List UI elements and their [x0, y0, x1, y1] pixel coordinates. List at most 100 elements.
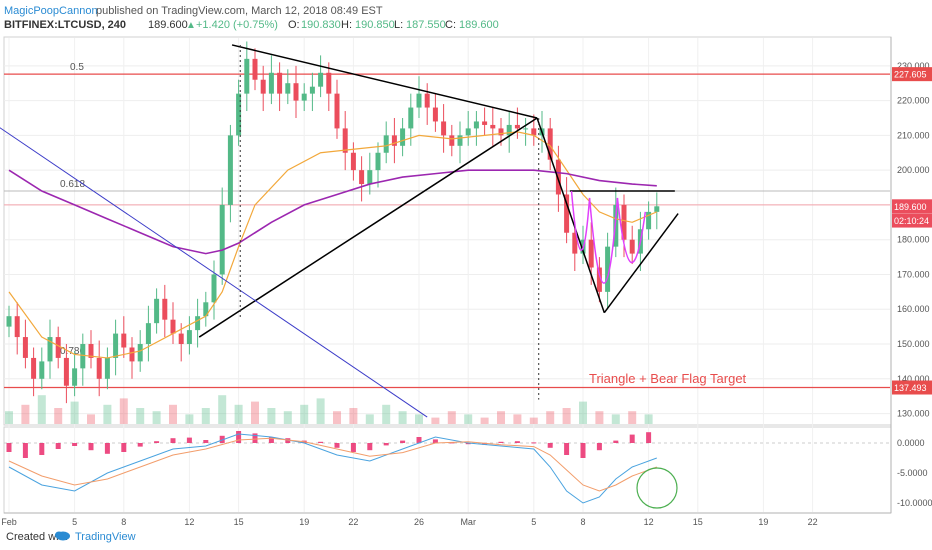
- candle-body: [629, 239, 635, 254]
- candle-body: [47, 337, 53, 362]
- macd-line: [8, 433, 657, 504]
- price-tick-label: 130.000: [897, 409, 930, 419]
- price-badge-label: 227.605: [894, 70, 927, 80]
- macd-histogram-bar: [154, 441, 160, 443]
- candle-body: [473, 121, 479, 129]
- macd-tick-label: -5.0000: [897, 468, 928, 478]
- last-price: 189.600: [148, 19, 188, 31]
- price-change: +1.420 (+0.75%): [196, 19, 278, 31]
- macd-histogram-bar: [39, 443, 45, 455]
- candle-body: [408, 107, 414, 129]
- axes: 130.000 140.000 150.000 160.000 170.000 180.0…: [1, 61, 932, 527]
- candle-body: [441, 121, 447, 136]
- macd-histogram-bar: [334, 443, 340, 448]
- time-tick-label: 22: [348, 517, 358, 527]
- candle-body: [260, 79, 266, 94]
- trendline: [536, 117, 606, 313]
- candle-body: [432, 107, 438, 122]
- candle-body: [80, 344, 86, 369]
- candle-body: [309, 86, 315, 94]
- candle-body: [178, 333, 184, 345]
- macd-histogram-bar: [580, 443, 586, 458]
- macd-histogram-bar: [498, 441, 504, 443]
- macd-histogram-bar: [629, 434, 635, 443]
- macd-histogram-bar: [350, 443, 356, 452]
- volume-bar: [267, 408, 276, 424]
- candle-body: [252, 58, 258, 80]
- macd-histogram-bar: [482, 443, 488, 445]
- volume-bar: [70, 401, 79, 424]
- price-badge-label: 137.493: [894, 383, 927, 393]
- price-tick-label: 160.000: [897, 304, 930, 314]
- price-badge: [892, 199, 932, 214]
- price-tick-label: 200.000: [897, 165, 930, 175]
- macd-signal-line: [8, 437, 657, 492]
- time-tick-label: 19: [299, 517, 309, 527]
- volume-bar: [349, 408, 358, 424]
- candle-body: [203, 302, 209, 317]
- fib-level-label: 0.5: [70, 62, 84, 73]
- footer-created-with: Created with: [6, 531, 68, 543]
- candle-body: [145, 323, 151, 345]
- change-up-arrow-icon: ▲: [186, 20, 196, 31]
- candle-body: [490, 124, 496, 129]
- candle-body: [547, 128, 553, 160]
- candle-body: [465, 128, 471, 136]
- time-tick-label: 12: [184, 517, 194, 527]
- macd-histogram-bar: [55, 443, 61, 449]
- candle-body: [22, 337, 28, 358]
- price-tick-label: 150.000: [897, 339, 930, 349]
- price-candles: [6, 41, 660, 404]
- ohlc-low-value: 187.550: [406, 19, 446, 31]
- volume-bar: [136, 408, 145, 424]
- candle-body: [621, 204, 627, 240]
- volume-bar: [316, 398, 325, 424]
- candle-body: [277, 72, 283, 94]
- footer-brand[interactable]: TradingView: [75, 531, 136, 543]
- macd-histogram-bar: [268, 437, 274, 443]
- macd-histogram-bar: [252, 433, 258, 443]
- price-tick-label: 220.000: [897, 96, 930, 106]
- trendline: [231, 44, 538, 119]
- candle-body: [326, 72, 332, 94]
- macd-tick-label: -10.0000: [897, 498, 932, 508]
- candle-body: [416, 93, 422, 108]
- volume-bar: [152, 411, 161, 424]
- price-tick-label: 210.000: [897, 130, 930, 140]
- time-tick-label: Feb: [1, 517, 17, 527]
- moving-averages: [8, 131, 658, 359]
- volume-bar: [5, 411, 13, 424]
- candle-body: [72, 368, 78, 386]
- volume-bar: [497, 411, 505, 424]
- candle-body: [449, 135, 455, 146]
- candle-body: [6, 316, 12, 327]
- candle-body: [170, 319, 176, 334]
- symbol-label: BITFINEX:LTCUSD, 240: [4, 19, 126, 31]
- candle-body: [154, 298, 160, 324]
- volume-bar: [415, 414, 423, 424]
- candle-body: [113, 333, 119, 358]
- fib-level-label: 0.618: [60, 179, 85, 190]
- candle-body: [482, 121, 488, 125]
- author-name[interactable]: MagicPoopCannon: [4, 5, 98, 17]
- ohlc-close-label: C:: [445, 19, 456, 31]
- candle-body: [367, 170, 373, 185]
- time-tick-label: 12: [644, 517, 654, 527]
- tradingview-logo-icon[interactable]: [55, 531, 70, 541]
- macd-histogram-bar: [88, 443, 94, 451]
- volume-bar: [382, 404, 391, 424]
- candle-body: [605, 246, 611, 292]
- macd-histogram-bar: [22, 443, 28, 458]
- volume-bar: [579, 401, 587, 424]
- volume-bar: [201, 408, 210, 424]
- candle-body: [342, 128, 348, 153]
- candle-body: [383, 135, 389, 153]
- ohlc-close-value: 189.600: [459, 19, 499, 31]
- macd-histogram-bar: [367, 443, 373, 451]
- time-tick-label: 8: [121, 517, 126, 527]
- candle-body: [219, 204, 225, 275]
- macd-histogram-bar: [465, 443, 471, 445]
- candle-body: [31, 357, 37, 379]
- candle-body: [285, 83, 291, 94]
- pattern-curve: [588, 197, 619, 284]
